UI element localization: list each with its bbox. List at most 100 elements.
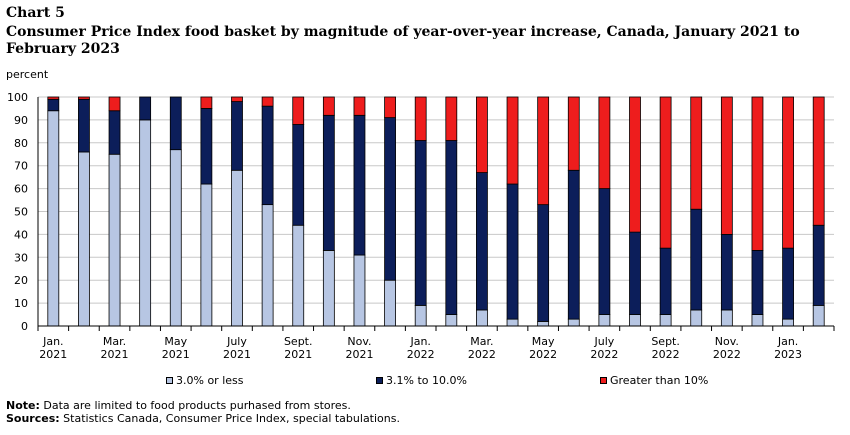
bar-may-2022-series-0 <box>537 321 550 327</box>
bar-aug-2021-series-0 <box>261 204 274 327</box>
bar-jan-2022-series-2 <box>414 96 427 141</box>
bar-nov-2021-series-2 <box>353 96 366 116</box>
x-tick-label-18-year: 2022 <box>590 348 618 361</box>
y-tick-label-20: 20 <box>14 274 28 287</box>
x-tick-label-12-year: 2022 <box>407 348 435 361</box>
bar-feb-2022-series-0 <box>445 314 458 327</box>
bar-mar-2022-series-0 <box>476 309 488 327</box>
legend-swatch-mid <box>376 377 383 384</box>
bar-jan-2023-series-1 <box>782 247 794 320</box>
x-tick-label-2-year: 2021 <box>101 348 129 361</box>
x-tick-label-14-year: 2022 <box>468 348 496 361</box>
bar-mar-2022-series-1 <box>476 172 488 311</box>
bar-nov-2021-series-0 <box>353 254 366 327</box>
x-tick-label-8-month: Sept. <box>284 335 313 348</box>
chart-label: Chart 5 <box>6 5 65 21</box>
y-tick-label-80: 80 <box>14 137 28 150</box>
gridlines <box>38 96 834 304</box>
bar-feb-2021-series-2 <box>78 96 90 100</box>
bar-aug-2022-series-2 <box>629 96 641 233</box>
bar-mar-2022-series-2 <box>476 96 488 173</box>
bar-jun-2021-series-1 <box>200 108 213 185</box>
bar-sept-2021-series-0 <box>292 224 305 327</box>
bar-apr-2021-series-0 <box>139 119 152 327</box>
sources-text: Statistics Canada, Consumer Price Index,… <box>63 412 400 425</box>
bar-aug-2022-series-0 <box>629 314 641 327</box>
y-tick-label-10: 10 <box>14 297 28 310</box>
x-tick-label-6-year: 2021 <box>223 348 251 361</box>
x-tick-label-14-month: Mar. <box>470 335 493 348</box>
y-tick-label-70: 70 <box>14 160 28 173</box>
bar-oct-2022-series-2 <box>690 96 703 210</box>
y-tick-label-60: 60 <box>14 183 28 196</box>
bar-feb-2021-series-1 <box>78 98 90 153</box>
bar-nov-2022-series-1 <box>720 233 733 311</box>
bar-sept-2021-series-1 <box>292 124 305 226</box>
bar-dec-2021-series-2 <box>384 96 396 119</box>
y-tick-label-50: 50 <box>14 206 28 219</box>
bar-oct-2022-series-0 <box>690 309 703 327</box>
bar-feb-2021-series-0 <box>78 151 90 327</box>
y-tick-label-0: 0 <box>21 320 28 333</box>
bar-jan-2022-series-1 <box>414 140 427 306</box>
x-tick-label-10-year: 2021 <box>345 348 373 361</box>
note: Note: Data are limited to food products … <box>6 399 351 412</box>
bar-july-2022-series-1 <box>598 188 611 315</box>
bar-nov-2022-series-2 <box>720 96 733 235</box>
bar-apr-2021-series-1 <box>139 96 152 121</box>
bar-mar-2021-series-1 <box>108 110 121 155</box>
bar-dec-2021-series-0 <box>384 279 396 327</box>
x-tick-label-6-month: July <box>226 335 247 348</box>
bar-jan-2021-series-1 <box>47 98 60 112</box>
bar-oct-2022-series-1 <box>690 208 703 311</box>
bar-mar-2021-series-2 <box>108 96 121 112</box>
bar-sept-2022-series-2 <box>659 96 672 249</box>
bar-oct-2021-series-2 <box>322 96 335 116</box>
bar-dec-2021-series-1 <box>384 117 396 281</box>
x-tick-label-24-month: Jan. <box>777 335 798 348</box>
bar-nov-2022-series-0 <box>720 309 733 327</box>
bar-apr-2022-series-2 <box>506 96 519 185</box>
bar-jun-2022-series-0 <box>567 318 580 327</box>
bar-jun-2021-series-2 <box>200 96 213 109</box>
legend: 3.0% or less 3.1% to 10.0% Greater than … <box>0 374 850 390</box>
bars <box>47 96 825 327</box>
x-tick-label-4-month: May <box>164 335 187 348</box>
x-tick-label-16-month: May <box>532 335 555 348</box>
x-tick-labels: Jan.2021Mar.2021May2021July2021Sept.2021… <box>39 335 802 361</box>
x-tick-label-22-month: Nov. <box>715 335 739 348</box>
legend-swatch-low <box>166 377 173 384</box>
bar-feb-2023-series-0 <box>812 304 825 327</box>
x-tick-label-10-month: Nov. <box>347 335 371 348</box>
sources-label: Sources: <box>6 412 60 425</box>
bar-sept-2021-series-2 <box>292 96 305 125</box>
sources: Sources: Statistics Canada, Consumer Pri… <box>6 412 400 425</box>
bar-aug-2022-series-1 <box>629 231 641 315</box>
bar-oct-2021-series-0 <box>322 250 335 327</box>
y-tick-label-30: 30 <box>14 251 28 264</box>
bar-feb-2023-series-1 <box>812 224 825 306</box>
bar-may-2022-series-2 <box>537 96 550 206</box>
bar-dec-2022-series-0 <box>751 314 764 327</box>
x-tick-label-24-year: 2023 <box>774 348 802 361</box>
y-tick-labels: 0 10 20 30 40 50 60 70 80 90 100 <box>7 91 28 333</box>
bar-aug-2021-series-2 <box>261 96 274 107</box>
bar-may-2021-series-0 <box>169 149 182 327</box>
x-tick-label-16-year: 2022 <box>529 348 557 361</box>
bar-feb-2022-series-1 <box>445 140 458 315</box>
x-tick-label-20-month: Sept. <box>651 335 680 348</box>
x-tick-label-0-month: Jan. <box>42 335 63 348</box>
y-tick-label-100: 100 <box>7 91 28 104</box>
x-tick-label-8-year: 2021 <box>284 348 312 361</box>
legend-label-mid: 3.1% to 10.0% <box>386 374 467 387</box>
note-label: Note: <box>6 399 40 412</box>
bar-mar-2021-series-0 <box>108 153 121 327</box>
y-tick-label-40: 40 <box>14 228 28 241</box>
bar-jun-2021-series-0 <box>200 183 213 327</box>
legend-item-mid: 3.1% to 10.0% <box>376 374 467 387</box>
x-tick-label-4-year: 2021 <box>162 348 190 361</box>
bar-nov-2021-series-1 <box>353 114 366 256</box>
bar-july-2022-series-0 <box>598 314 611 327</box>
x-tick-label-12-month: Jan. <box>409 335 430 348</box>
